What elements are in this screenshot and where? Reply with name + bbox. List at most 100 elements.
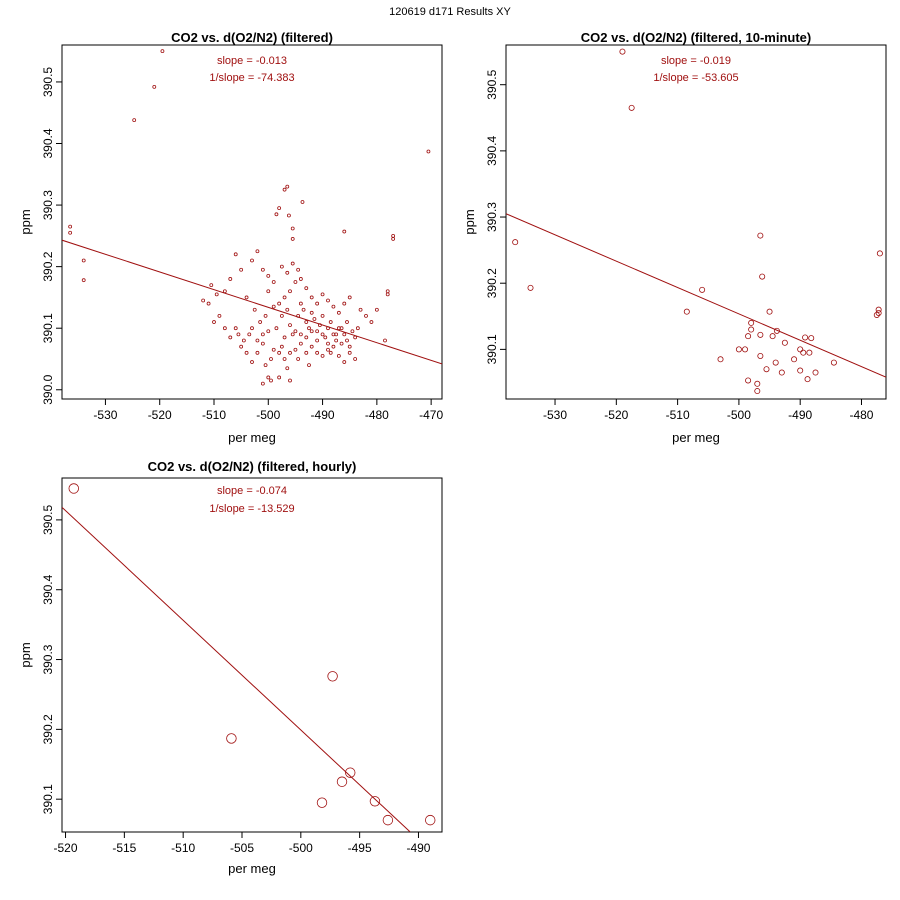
- data-point: [391, 233, 396, 238]
- data-point: [326, 298, 330, 303]
- data-point: [759, 273, 766, 280]
- regression-line: [62, 239, 442, 365]
- data-point: [266, 273, 271, 278]
- data-point: [353, 357, 358, 361]
- data-point: [512, 239, 519, 246]
- data-point: [206, 301, 211, 306]
- panel-title: CO2 vs. d(O2/N2) (filtered, 10-minute): [581, 30, 811, 45]
- y-tick-label: 390.0: [41, 374, 55, 404]
- panel-title: CO2 vs. d(O2/N2) (filtered, hourly): [148, 459, 357, 474]
- panel-co2-vs-o2n2-hourly: CO2 vs. d(O2/N2) (filtered, hourly) per …: [18, 459, 443, 876]
- data-point: [757, 331, 764, 338]
- data-point: [307, 363, 311, 368]
- data-point: [804, 376, 811, 383]
- data-point: [250, 360, 254, 364]
- data-point: [327, 671, 338, 682]
- data-point: [527, 284, 534, 291]
- data-point: [797, 346, 804, 353]
- data-point: [304, 286, 309, 291]
- data-point: [742, 346, 749, 353]
- x-tick-label: -510: [202, 408, 226, 422]
- data-point: [797, 367, 804, 374]
- data-point: [255, 249, 260, 254]
- data-point: [258, 320, 263, 324]
- data-point: [228, 335, 233, 340]
- data-point: [315, 301, 320, 306]
- data-point: [781, 339, 788, 346]
- data-point: [68, 483, 79, 494]
- data-point: [260, 381, 265, 386]
- x-tick-label: -490: [311, 408, 335, 422]
- data-point: [269, 357, 273, 361]
- panel-co2-vs-o2n2-filtered: CO2 vs. d(O2/N2) (filtered) per meg ppm …: [18, 30, 443, 445]
- data-point: [875, 306, 882, 313]
- data-point: [800, 349, 807, 356]
- data-point: [339, 326, 344, 331]
- data-point: [307, 326, 311, 331]
- data-point: [326, 347, 330, 352]
- data-point: [285, 366, 290, 371]
- data-point: [222, 326, 227, 331]
- x-tick-label: -505: [230, 841, 254, 855]
- data-point: [81, 278, 86, 283]
- data-point: [336, 310, 341, 315]
- data-point: [309, 344, 314, 349]
- x-tick-label: -510: [666, 408, 690, 422]
- data-point: [619, 48, 626, 55]
- data-point: [347, 350, 352, 355]
- data-point: [735, 346, 742, 353]
- data-point: [274, 212, 279, 217]
- data-point: [260, 267, 265, 272]
- data-point: [285, 270, 290, 275]
- data-point: [763, 366, 770, 373]
- data-point: [132, 118, 137, 123]
- y-tick-label: 390.5: [41, 505, 55, 535]
- data-point: [326, 341, 330, 346]
- data-point: [748, 326, 755, 333]
- y-tick-label: 390.5: [41, 67, 55, 97]
- data-point: [288, 289, 292, 294]
- x-tick-label: -470: [419, 408, 443, 422]
- plot-frame: [61, 477, 443, 833]
- y-tick-label: 390.4: [41, 574, 55, 604]
- data-point: [282, 357, 287, 361]
- data-point: [334, 338, 339, 343]
- x-tick-label: -530: [93, 408, 117, 422]
- y-tick-label: 390.3: [41, 190, 55, 220]
- data-point: [68, 230, 73, 235]
- data-point: [745, 377, 752, 384]
- data-point: [350, 329, 355, 334]
- data-point: [355, 326, 360, 331]
- data-point: [298, 341, 303, 346]
- slope-annotation: slope = -0.074: [217, 485, 287, 497]
- data-point: [285, 184, 290, 189]
- data-point: [315, 329, 320, 334]
- data-point: [339, 341, 344, 346]
- data-point: [876, 250, 883, 257]
- data-point: [300, 200, 305, 204]
- x-tick-label: -490: [788, 408, 812, 422]
- data-point: [296, 357, 301, 361]
- x-tick-label: -490: [406, 841, 430, 855]
- data-point: [320, 313, 325, 318]
- data-point: [309, 329, 314, 334]
- data-point: [699, 286, 706, 293]
- data-point: [282, 295, 287, 300]
- data-point: [385, 292, 390, 297]
- data-point: [766, 308, 773, 315]
- data-point: [288, 323, 292, 328]
- data-point: [769, 333, 776, 340]
- data-point: [772, 359, 779, 366]
- data-point: [244, 350, 249, 355]
- data-point: [347, 295, 352, 300]
- data-point: [298, 277, 303, 281]
- data-point: [279, 344, 284, 349]
- y-tick-label: 390.2: [41, 714, 55, 744]
- data-point: [250, 326, 254, 331]
- data-point: [239, 267, 244, 272]
- data-point: [271, 347, 276, 352]
- data-point: [160, 49, 165, 54]
- inverse-slope-annotation: 1/slope = -74.383: [209, 72, 294, 84]
- data-point: [241, 338, 246, 343]
- data-point: [269, 378, 273, 383]
